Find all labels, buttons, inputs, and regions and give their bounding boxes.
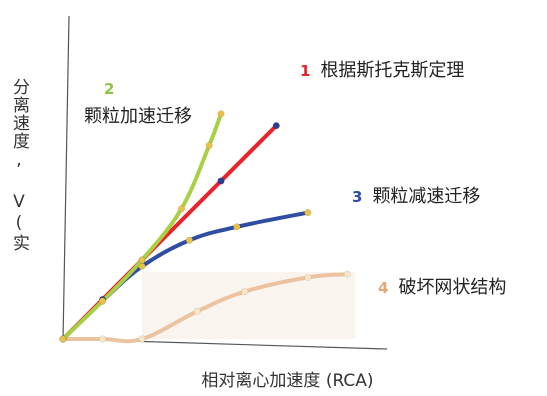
data-point-s2-0 (59, 335, 67, 343)
data-point-s2-4 (205, 141, 213, 149)
series-name-4: 破坏网状结构 (398, 277, 507, 298)
data-point-s1-4 (272, 122, 280, 130)
series-name-3: 颗粒减速迁移 (372, 186, 481, 207)
series-number-2: 2 (104, 80, 115, 98)
y-axis-line (62, 15, 70, 342)
data-point-s4-6 (343, 270, 351, 278)
data-point-s1-3 (217, 177, 225, 185)
series-label-2: 2 颗粒加速迁移 (84, 76, 192, 130)
data-point-s4-5 (304, 273, 312, 281)
series-number-1: 1 (300, 62, 311, 80)
data-point-s4-3 (193, 307, 201, 315)
data-point-s3-3 (185, 236, 193, 244)
shaded-region (142, 271, 356, 339)
series-name-2: 颗粒加速迁移 (84, 106, 192, 127)
data-point-s4-2 (138, 335, 146, 343)
data-point-s2-3 (177, 205, 186, 213)
data-point-s4-4 (241, 288, 249, 296)
series-name-1: 根据斯托克斯定理 (320, 60, 465, 81)
data-point-s4-1 (98, 335, 107, 343)
data-point-s2-5 (217, 110, 225, 118)
data-point-s3-4 (233, 223, 241, 231)
series-label-3: 3 颗粒减速迁移 (352, 182, 480, 208)
data-point-s3-2 (138, 262, 146, 270)
series-label-1: 1 根据斯托克斯定理 (300, 56, 464, 82)
data-point-s3-5 (304, 209, 312, 217)
series-number-4: 4 (378, 279, 389, 297)
series-number-3: 3 (352, 188, 363, 206)
y-axis-label: 分离速度, V(实验) (9, 78, 29, 252)
x-axis-label: 相对离心加速度 (RCA) (201, 371, 374, 391)
data-point-s2-1 (98, 297, 107, 305)
data-point-s2-2 (138, 256, 146, 264)
series-label-4: 4 破坏网状结构 (378, 273, 506, 299)
